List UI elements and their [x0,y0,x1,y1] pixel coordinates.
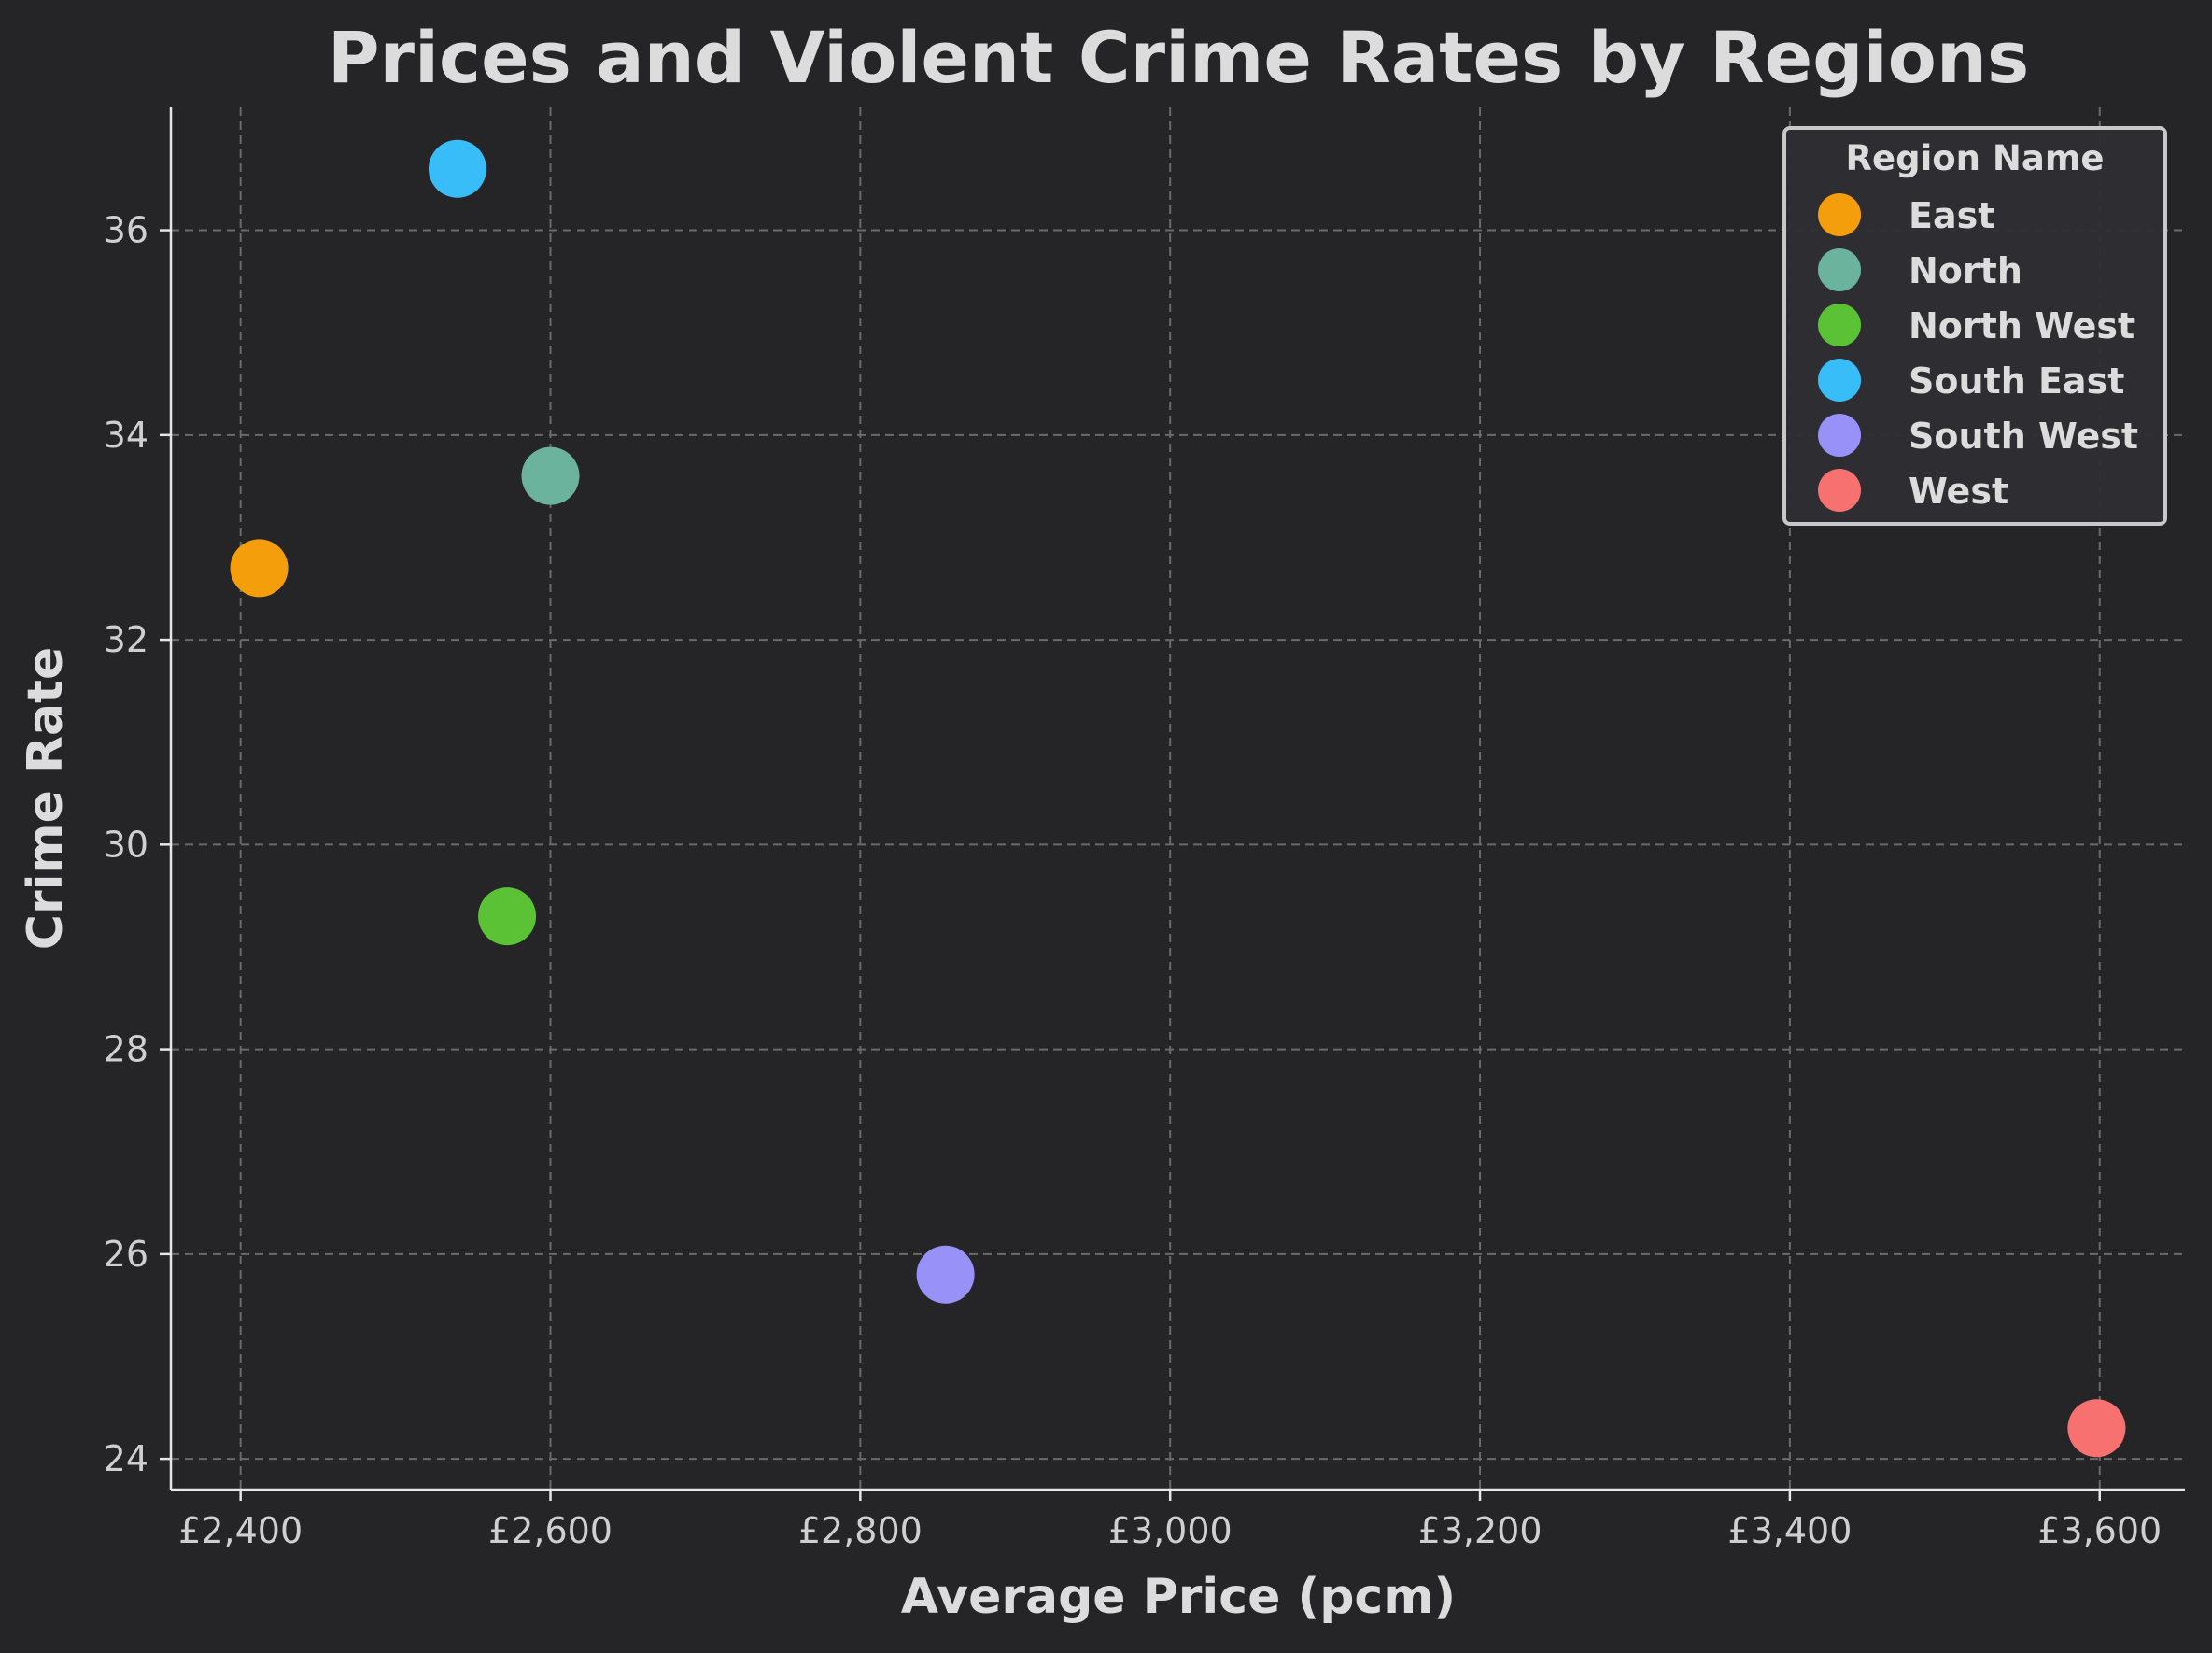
point-south-east [428,139,486,198]
x-tick-label: £2,600 [488,1510,613,1551]
y-tick-label: 24 [104,1438,148,1479]
point-south-west [916,1245,975,1304]
point-east [230,539,289,598]
x-axis-label: Average Price (pcm) [901,1569,1456,1625]
chart-title: Prices and Violent Crime Rates by Region… [328,16,2029,99]
legend-marker-east [1818,193,1861,236]
legend-marker-south-west [1818,414,1861,457]
grid [171,107,2185,1490]
legend-box [1782,126,2167,526]
axes [160,107,2185,1501]
legend-title: Region Name [1846,138,2105,178]
x-tick-label: £3,400 [1727,1510,1852,1551]
y-tick-label: 28 [104,1029,148,1070]
legend-label-east: East [1909,195,1994,236]
legend-label-north-west: North West [1909,305,2135,346]
point-west [2067,1399,2126,1458]
legend-label-south-east: South East [1909,360,2124,402]
legend-label-south-west: South West [1909,416,2138,457]
legend-marker-west [1818,469,1861,512]
y-tick-label: 32 [104,619,148,660]
y-axis-label: Crime Rate [18,647,74,950]
legend-marker-north [1818,248,1861,291]
x-tick-label: £2,400 [178,1510,303,1551]
x-tick-label: £3,600 [2037,1510,2162,1551]
y-tick-label: 36 [104,210,148,251]
legend-marker-south-east [1818,359,1861,402]
point-north [521,446,580,505]
y-tick-label: 30 [104,824,148,865]
legend: Region Name East North North West South East… [1782,126,2167,526]
data-points [230,139,2126,1458]
tick-labels: £2,400 £2,600 £2,800 £3,000 £3,200 £3,400 £3,6… [104,210,2163,1551]
legend-label-north: North [1909,250,2022,291]
x-tick-label: £3,000 [1108,1510,1233,1551]
legend-marker-north-west [1818,304,1861,346]
y-tick-label: 34 [104,415,148,456]
y-tick-label: 26 [104,1234,148,1275]
x-tick-label: £2,800 [798,1510,923,1551]
x-tick-label: £3,200 [1418,1510,1543,1551]
legend-label-west: West [1909,471,2008,512]
point-north-west [478,887,537,946]
